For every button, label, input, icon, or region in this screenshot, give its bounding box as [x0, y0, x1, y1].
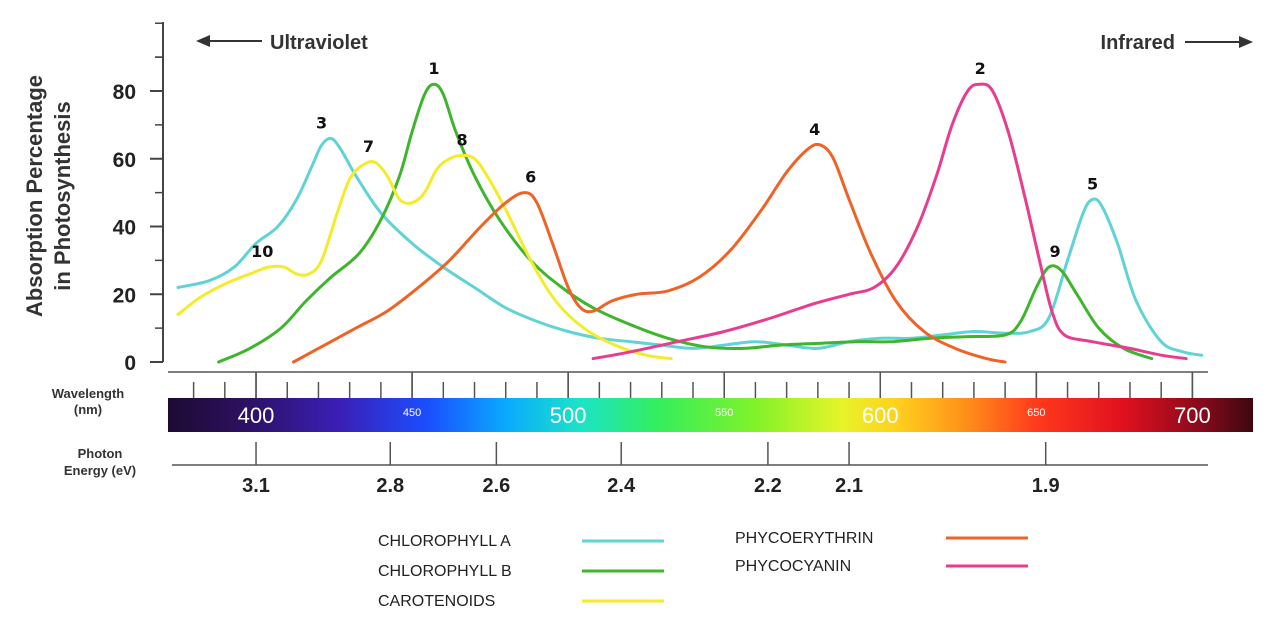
peak-label: 3 — [316, 113, 327, 132]
wavelength-label-line-1: Wavelength — [52, 386, 125, 401]
legend-entry-label: CHLOROPHYLL B — [378, 563, 512, 580]
wavelength-tick-labels: 400 450 500 550 600 650 700 — [238, 403, 1211, 428]
arrow-left-icon — [196, 35, 210, 47]
legend-entry-label: CAROTENOIDS — [378, 593, 495, 610]
y-tick-label: 80 — [113, 81, 136, 104]
wavelength-label-line-2: (nm) — [74, 402, 102, 417]
photon-energy-tick-label: 2.8 — [376, 475, 404, 497]
wavelength-tick-label: 700 — [1174, 403, 1211, 428]
infrared-label: Infrared — [1101, 32, 1175, 54]
series-line-carotenoids — [176, 153, 673, 361]
visible-spectrum-bar — [168, 398, 1253, 432]
photon-energy-tick-label: 1.9 — [1032, 475, 1060, 497]
peak-label: 9 — [1049, 242, 1060, 261]
series-line-phycoerythrin — [292, 142, 1007, 364]
peak-label: 1 — [428, 59, 439, 78]
series-line-chlorophyll-a — [176, 136, 1204, 357]
legend-entry-label: PHYCOERYTHRIN — [735, 530, 873, 547]
ultraviolet-label: Ultraviolet — [270, 32, 368, 54]
y-tick-label: 0 — [124, 352, 136, 375]
peak-label: 10 — [251, 242, 273, 261]
photon-label-line-1: Photon — [78, 446, 123, 461]
wavelength-axis-ticks — [192, 372, 1194, 398]
peak-labels: 1 2 3 4 5 6 7 8 9 10 — [251, 59, 1098, 261]
peak-label: 7 — [363, 137, 374, 156]
infrared-indicator: Infrared — [1101, 32, 1253, 54]
peak-label: 2 — [975, 59, 986, 78]
wavelength-tick-label: 500 — [550, 403, 587, 428]
wavelength-tick-label: 550 — [715, 407, 733, 419]
y-tick-label: 40 — [113, 217, 136, 240]
y-tick-label: 20 — [113, 284, 136, 307]
photon-energy-axis-ticks: 3.1 2.8 2.6 2.4 2.2 2.1 1.9 — [242, 442, 1060, 497]
photon-energy-tick-label: 2.2 — [754, 475, 782, 497]
y-axis-ticks: 0 20 40 60 80 — [113, 81, 163, 375]
series-line-phycocyanin — [591, 82, 1188, 361]
y-axis-minor-ticks — [155, 22, 163, 329]
peak-label: 6 — [525, 168, 536, 187]
photon-energy-tick-label: 2.6 — [482, 475, 510, 497]
series-line-chlorophyll-b — [217, 82, 1154, 364]
photon-energy-tick-label: 2.4 — [607, 475, 636, 497]
arrow-right-icon — [1239, 36, 1253, 48]
legend-entry-label: PHYCOCYANIN — [735, 558, 851, 575]
peak-label: 4 — [809, 120, 820, 139]
peak-label: 5 — [1087, 174, 1098, 193]
peak-label: 8 — [456, 130, 467, 149]
series-lines — [176, 82, 1204, 364]
y-axis-label-line-2: in Photosynthesis — [50, 101, 75, 290]
wavelength-tick-label: 400 — [238, 403, 275, 428]
legend-entry-label: CHLOROPHYLL A — [378, 533, 511, 550]
photon-label-line-2: Energy (eV) — [64, 463, 136, 478]
photon-energy-tick-label: 3.1 — [242, 475, 270, 497]
wavelength-tick-label: 600 — [862, 403, 899, 428]
photon-energy-tick-label: 2.1 — [835, 475, 863, 497]
ultraviolet-indicator: Ultraviolet — [196, 32, 368, 54]
y-axis-label-line-1: Absorption Percentage — [22, 75, 47, 317]
legend: CHLOROPHYLL A CHLOROPHYLL B CAROTENOIDS PHY… — [378, 530, 1028, 610]
wavelength-tick-label: 650 — [1027, 407, 1045, 419]
wavelength-tick-label: 450 — [403, 407, 421, 419]
y-tick-label: 60 — [113, 149, 136, 172]
